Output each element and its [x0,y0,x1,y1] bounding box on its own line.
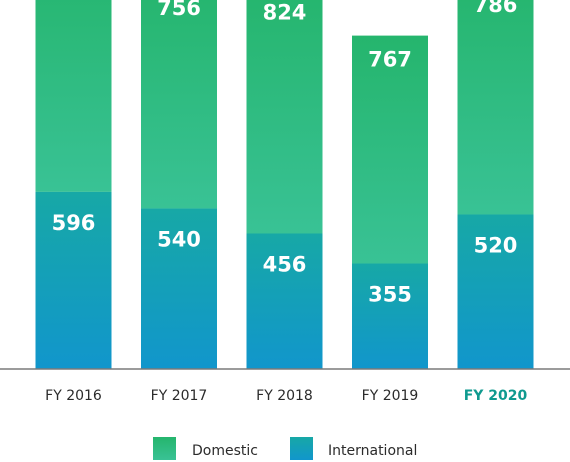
bar-domestic-fy-2017 [141,0,217,209]
bar-international-fy-2019 [352,263,428,369]
x-tick-label: FY 2017 [151,388,208,404]
legend-label-domestic: Domestic [192,443,258,459]
value-label-international: 540 [157,228,201,252]
x-tick-label: FY 2016 [45,388,102,404]
bar-international-fy-2017 [141,208,217,369]
value-label-domestic: 756 [157,0,201,20]
legend-label-international: International [328,443,417,459]
value-label-international: 596 [52,211,96,235]
x-tick-label: FY 2018 [256,388,313,404]
bar-domestic-fy-2016 [35,0,112,192]
bar-international-fy-2018 [246,233,323,369]
legend-swatch-domestic [153,437,176,460]
bar-international-fy-2020 [457,214,534,369]
value-label-domestic: 767 [368,48,412,72]
x-tick-label: FY 2019 [362,388,419,404]
bar-domestic-fy-2020 [457,0,534,215]
value-label-domestic: 824 [263,1,307,25]
bars-group: 774596756540824456767355786520 [35,0,534,369]
bar-domestic-fy-2019 [352,35,428,264]
value-label-international: 456 [263,253,307,277]
x-axis-labels: FY 2016 FY 2017 FY 2018 FY 2019 FY 2020 [45,388,527,404]
value-label-international: 520 [474,233,518,257]
bar-international-fy-2016 [35,191,112,369]
value-label-domestic: 786 [474,0,518,17]
bar-domestic-fy-2018 [246,0,323,234]
legend-swatch-international [290,437,313,460]
legend: Domestic International [153,437,417,460]
x-tick-label: FY 2020 [464,388,528,404]
value-label-international: 355 [368,283,412,307]
